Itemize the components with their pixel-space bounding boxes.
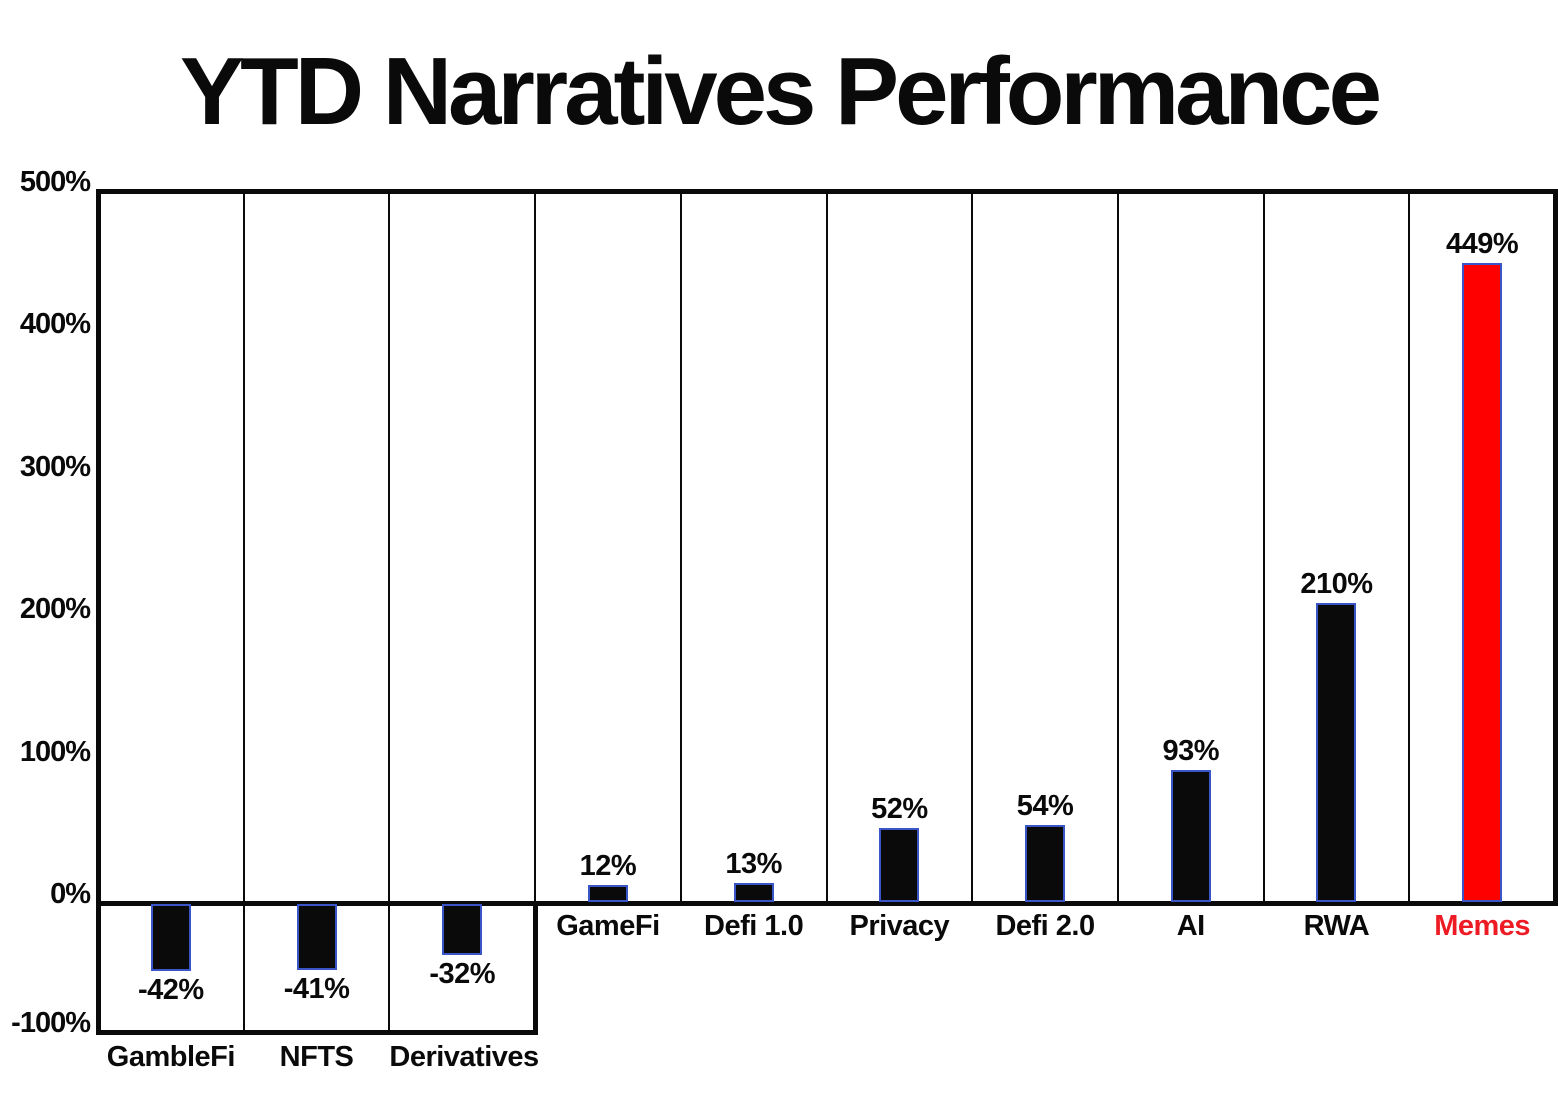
bar-defi-2-0 xyxy=(1025,825,1066,902)
bar-value-label: 93% xyxy=(1162,734,1220,767)
negative-box-bottom-border xyxy=(95,1029,538,1035)
y-axis-tick-label: 500% xyxy=(19,166,91,198)
category-label-gamefi: GameFi xyxy=(556,910,660,942)
chart-title: YTD Narratives Performance xyxy=(180,38,1382,145)
y-axis-tick-label: 300% xyxy=(19,450,91,483)
y-axis-tick-label: 200% xyxy=(19,593,91,626)
bar-gamblefi xyxy=(150,904,191,972)
bar-value-label: -42% xyxy=(137,974,204,1007)
category-label-defi-2-0: Defi 2.0 xyxy=(995,910,1095,942)
bar-gamefi xyxy=(587,884,628,902)
y-axis-tick-label: 400% xyxy=(19,308,91,341)
bar-defi-1-0 xyxy=(733,883,774,902)
column-divider xyxy=(971,190,974,904)
plot-border-left xyxy=(95,188,101,1035)
bar-value-label: 54% xyxy=(1016,790,1074,823)
y-axis-tick-label: 100% xyxy=(19,735,91,768)
column-divider xyxy=(1408,190,1411,904)
plot-border-right xyxy=(1552,188,1558,906)
bar-ai xyxy=(1170,769,1211,902)
category-label-ai: AI xyxy=(1176,910,1205,942)
y-axis-tick-label: 0% xyxy=(50,878,91,910)
column-divider xyxy=(1116,190,1119,904)
bar-value-label: -32% xyxy=(429,958,496,991)
category-label-rwa: RWA xyxy=(1303,910,1370,942)
column-divider xyxy=(1262,190,1265,904)
category-label-defi-1-0: Defi 1.0 xyxy=(704,910,804,942)
bar-value-label: 210% xyxy=(1300,567,1373,600)
bar-nfts xyxy=(296,904,337,970)
negative-box-divider xyxy=(242,902,245,1033)
category-label-derivatives: Derivatives xyxy=(389,1041,539,1073)
column-divider xyxy=(534,190,537,904)
column-divider xyxy=(825,190,828,904)
bar-memes xyxy=(1462,262,1503,902)
column-divider xyxy=(679,190,682,904)
bar-rwa xyxy=(1316,602,1357,902)
bar-value-label: 12% xyxy=(579,849,637,882)
category-label-nfts: NFTS xyxy=(279,1041,354,1073)
category-label-privacy: Privacy xyxy=(849,910,950,942)
bar-value-label: 449% xyxy=(1446,227,1519,260)
bar-value-label: 13% xyxy=(725,848,782,881)
negative-box-divider xyxy=(388,902,391,1033)
column-divider xyxy=(242,190,245,904)
bar-privacy xyxy=(879,827,920,902)
column-divider xyxy=(388,190,391,904)
y-axis-tick-label: -100% xyxy=(11,1007,91,1039)
bar-value-label: -41% xyxy=(283,972,350,1005)
bar-derivatives xyxy=(442,904,483,956)
negative-box-right-border xyxy=(532,900,538,1035)
category-label-memes: Memes xyxy=(1434,910,1531,942)
bar-value-label: 52% xyxy=(871,792,928,825)
category-label-gamblefi: GambleFi xyxy=(106,1041,236,1073)
